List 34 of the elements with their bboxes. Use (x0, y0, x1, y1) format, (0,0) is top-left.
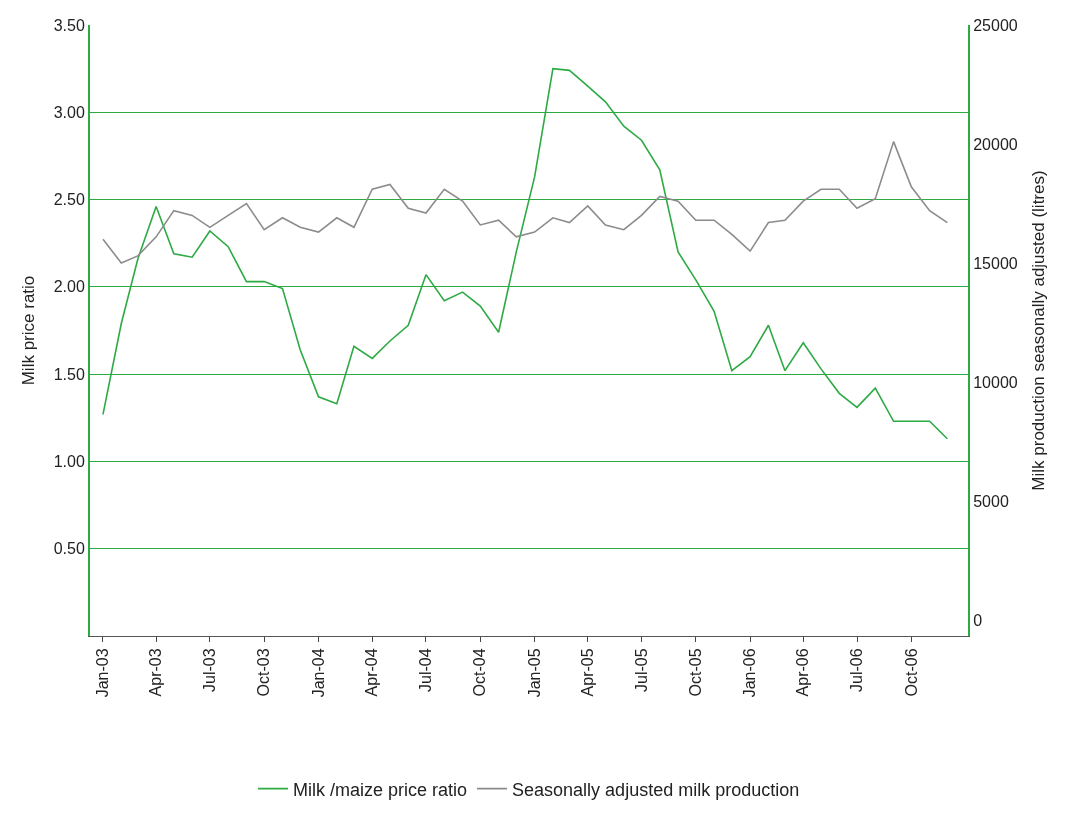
x-tick-label: Apr-03 (147, 648, 165, 697)
y-tick-label: 2.00 (53, 278, 85, 296)
y-axis-title: Milk price ratio (18, 275, 38, 386)
y-tick-label: 1.00 (53, 453, 85, 471)
y-tick-label: 3.00 (53, 103, 85, 121)
x-tick-label: Jul-04 (417, 648, 435, 692)
legend-label: Milk /maize price ratio (293, 779, 468, 800)
x-tick-label: Jan-04 (309, 648, 327, 698)
y2-tick-label: 5000 (973, 492, 1009, 510)
x-tick-label: Apr-04 (363, 648, 381, 697)
x-tick-label: Jan-03 (94, 648, 112, 698)
x-tick-label: Apr-06 (794, 648, 812, 697)
y2-axis-title: Milk production seasonally adjusted (litres) (1028, 170, 1048, 491)
x-tick-label: Jan-05 (525, 648, 543, 698)
y2-tick-label: 25000 (973, 16, 1018, 34)
y2-tick-label: 20000 (973, 135, 1018, 153)
y-tick-label: 3.50 (53, 16, 85, 34)
y2-tick-label: 0 (973, 611, 983, 629)
y2-tick-label: 10000 (973, 373, 1018, 391)
x-tick-label: Jan-06 (741, 648, 759, 698)
x-tick-label: Oct-06 (902, 648, 920, 697)
x-tick-label: Jul-05 (632, 648, 650, 692)
y2-tick-label: 15000 (973, 254, 1018, 272)
line-series (102, 140, 949, 264)
y-tick-label: 2.50 (53, 191, 85, 209)
x-tick-label: Apr-05 (578, 648, 596, 697)
x-tick-label: Oct-03 (255, 648, 273, 697)
x-tick-label: Jul-06 (848, 648, 866, 692)
x-tick-label: Jul-03 (201, 648, 219, 692)
legend-label: Seasonally adjusted milk production (512, 779, 800, 800)
x-tick-label: Oct-04 (471, 648, 489, 697)
x-tick-label: Oct-05 (687, 648, 704, 697)
y-tick-label: 1.50 (53, 365, 85, 383)
y-tick-label: 0.50 (53, 540, 85, 558)
